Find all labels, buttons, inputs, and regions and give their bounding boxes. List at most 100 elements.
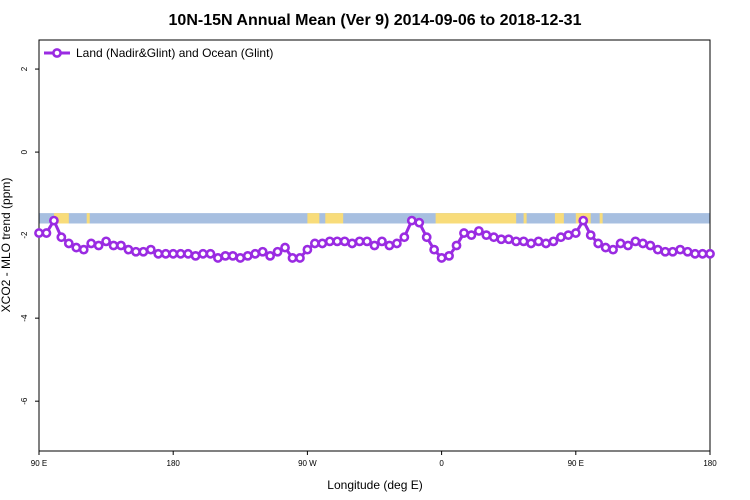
data-point bbox=[34, 228, 44, 238]
data-point bbox=[488, 232, 499, 243]
ocean-band bbox=[39, 213, 710, 224]
data-point bbox=[608, 244, 618, 255]
data-point bbox=[257, 246, 268, 257]
data-point bbox=[615, 238, 626, 249]
data-point bbox=[339, 236, 350, 247]
data-point bbox=[451, 240, 462, 251]
data-point bbox=[377, 236, 387, 247]
data-point bbox=[578, 215, 589, 226]
data-point bbox=[518, 236, 529, 247]
land-patch bbox=[554, 213, 564, 224]
data-point bbox=[168, 248, 179, 259]
data-point bbox=[652, 244, 663, 255]
legend: Land (Nadir&Glint) and Ocean (Glint) bbox=[44, 46, 273, 60]
data-point bbox=[675, 244, 686, 255]
data-point bbox=[56, 232, 67, 243]
surface-band bbox=[39, 213, 710, 224]
y-tick-label: 2 bbox=[20, 66, 29, 71]
data-point bbox=[332, 236, 343, 247]
data-point bbox=[198, 248, 208, 259]
data-point bbox=[287, 253, 298, 263]
data-point bbox=[324, 236, 335, 247]
data-point bbox=[548, 236, 559, 247]
data-point bbox=[585, 230, 596, 241]
data-point bbox=[213, 253, 223, 263]
data-point bbox=[444, 250, 454, 261]
data-point bbox=[511, 236, 522, 247]
data-point bbox=[682, 246, 693, 257]
data-point bbox=[78, 244, 89, 255]
data-point bbox=[690, 248, 700, 259]
data-point bbox=[645, 240, 656, 251]
data-point bbox=[697, 248, 708, 259]
data-point bbox=[391, 238, 402, 249]
data-point bbox=[533, 236, 544, 247]
data-point bbox=[369, 240, 380, 251]
plot-frame bbox=[38, 39, 711, 452]
data-point bbox=[660, 246, 671, 257]
data-point bbox=[205, 248, 216, 259]
data-point bbox=[101, 236, 111, 247]
data-point bbox=[436, 253, 447, 263]
data-point bbox=[175, 248, 186, 259]
data-point bbox=[63, 238, 74, 249]
data-point bbox=[86, 238, 97, 249]
axis-ticks: 90 E 180 90 W 0 90 E 180 2 0 -2 -4 -6 bbox=[20, 66, 717, 468]
data-point bbox=[362, 236, 372, 247]
data-point bbox=[406, 215, 417, 226]
data-point bbox=[235, 253, 246, 263]
data-point bbox=[280, 242, 290, 253]
data-point bbox=[384, 240, 395, 251]
x-tick-label: 90 E bbox=[568, 459, 584, 468]
data-point bbox=[630, 236, 641, 247]
data-point bbox=[399, 232, 410, 243]
data-point bbox=[145, 244, 156, 255]
data-point bbox=[638, 238, 648, 249]
land-patch bbox=[599, 213, 603, 224]
data-point bbox=[242, 250, 253, 261]
data-point bbox=[570, 228, 581, 238]
data-point bbox=[481, 230, 492, 241]
x-tick-label: 180 bbox=[167, 459, 181, 468]
data-point bbox=[473, 226, 484, 236]
data-point bbox=[131, 246, 141, 257]
data-point bbox=[459, 228, 469, 238]
legend-marker bbox=[52, 48, 62, 58]
data-point bbox=[429, 244, 440, 255]
data-point bbox=[272, 246, 283, 257]
data-point bbox=[190, 250, 201, 261]
land-patch bbox=[523, 213, 527, 224]
data-point bbox=[503, 234, 514, 245]
y-tick-label: -4 bbox=[20, 314, 29, 322]
chart-title: 10N-15N Annual Mean (Ver 9) 2014-09-06 t… bbox=[169, 12, 582, 29]
data-point bbox=[138, 246, 149, 257]
data-point bbox=[123, 244, 134, 255]
data-point bbox=[667, 246, 678, 257]
data-point bbox=[41, 228, 52, 238]
land-patch bbox=[435, 213, 517, 224]
data-point bbox=[496, 234, 507, 245]
data-point bbox=[414, 217, 425, 228]
data-point bbox=[49, 215, 59, 226]
y-axis-label: XCO2 - MLO trend (ppm) bbox=[0, 178, 13, 313]
data-point bbox=[302, 244, 313, 255]
x-tick-label: 0 bbox=[439, 459, 444, 468]
data-point bbox=[541, 238, 551, 249]
data-point bbox=[593, 238, 604, 249]
y-tick-label: -2 bbox=[20, 231, 29, 239]
data-point bbox=[600, 242, 611, 253]
data-point bbox=[295, 253, 305, 263]
x-tick-label: 90 W bbox=[298, 459, 317, 468]
data-point bbox=[71, 242, 82, 253]
data-point bbox=[317, 238, 328, 249]
land-patch bbox=[307, 213, 320, 224]
data-point bbox=[108, 240, 119, 251]
x-axis-label: Longitude (deg E) bbox=[327, 478, 422, 492]
y-tick-label: 0 bbox=[20, 149, 29, 154]
data-point bbox=[116, 240, 126, 251]
data-point bbox=[309, 238, 320, 249]
data-point bbox=[563, 230, 574, 241]
data-point bbox=[421, 232, 432, 243]
land-patch bbox=[325, 213, 344, 224]
